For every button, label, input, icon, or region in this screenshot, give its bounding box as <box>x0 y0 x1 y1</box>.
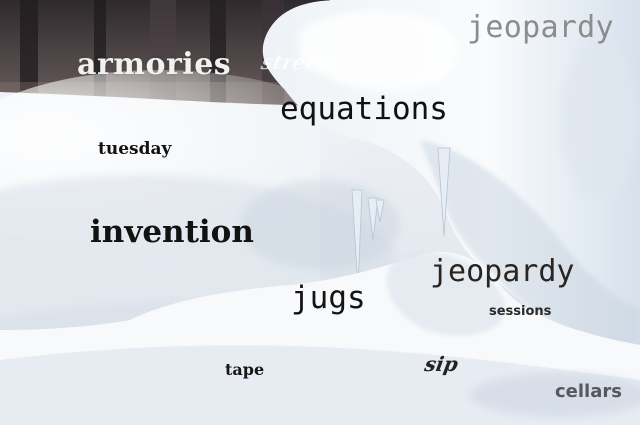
word-equations: equations <box>280 91 448 127</box>
word-invention: invention <box>90 214 254 250</box>
word-jugs: jugs <box>291 280 366 316</box>
icicles <box>351 147 451 289</box>
word-sip: sip <box>422 352 460 376</box>
word-tape: tape <box>225 360 265 379</box>
word-jeopardy-top: jeopardy <box>467 10 614 45</box>
word-streets: streets <box>259 50 342 74</box>
word-tuesday: tuesday <box>98 139 172 159</box>
word-jeopardy-middle: jeopardy <box>430 254 575 289</box>
word-sessions: sessions <box>489 304 552 319</box>
word-cellars: cellars <box>555 381 622 402</box>
word-armories: armories <box>77 47 232 82</box>
